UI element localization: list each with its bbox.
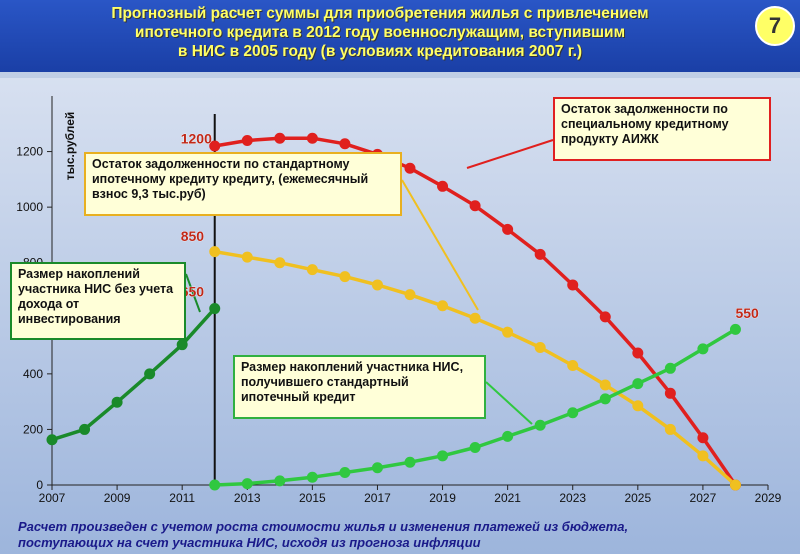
data-point-nis_credit — [274, 475, 286, 487]
annotation-savings-with-credit: Размер накоплений участника НИС, получив… — [233, 355, 486, 419]
data-point-standard — [437, 300, 449, 312]
data-point-standard — [697, 450, 709, 462]
x-tick-label: 2009 — [104, 491, 131, 505]
chart-axes: 2007 2009 2011 2013 2015 2017 2019 2021 2023 2025… — [16, 96, 782, 505]
data-point-aizhk — [664, 387, 676, 399]
data-point-nis_credit — [697, 343, 709, 355]
x-tick-label: 2013 — [234, 491, 261, 505]
x-tick-label: 2021 — [494, 491, 521, 505]
data-point-aizhk — [339, 138, 351, 150]
data-point-aizhk — [502, 223, 514, 235]
series-points — [46, 132, 741, 491]
data-point-nis_no_income — [209, 303, 221, 315]
connector-standard — [401, 179, 479, 311]
data-point-standard — [502, 326, 514, 338]
data-point-aizhk — [632, 347, 644, 359]
data-point-nis_credit — [502, 430, 514, 442]
data-point-aizhk — [306, 132, 318, 144]
data-point-nis_credit — [404, 456, 416, 468]
data-point-nis_no_income — [79, 423, 91, 435]
data-point-standard — [274, 257, 286, 269]
x-tick-label: 2011 — [169, 491, 195, 505]
x-tick-label: 2017 — [364, 491, 391, 505]
value-label: 1200 — [181, 131, 212, 147]
data-point-nis_credit — [729, 323, 741, 335]
data-point-standard — [404, 289, 416, 301]
data-point-nis_no_income — [144, 368, 156, 380]
data-point-nis_credit — [209, 479, 221, 491]
data-point-nis_no_income — [46, 434, 58, 446]
data-point-nis_credit — [371, 462, 383, 474]
data-point-standard — [599, 379, 611, 391]
data-point-aizhk — [437, 180, 449, 192]
data-point-aizhk — [469, 200, 481, 212]
y-tick-label: 1200 — [16, 145, 43, 159]
connector-savings-with-credit — [485, 381, 533, 425]
data-point-aizhk — [274, 132, 286, 144]
value-label: 850 — [181, 228, 205, 244]
data-point-nis_credit — [437, 450, 449, 462]
connector-aizhk — [466, 139, 554, 169]
data-point-aizhk — [697, 432, 709, 444]
data-point-nis_credit — [306, 471, 318, 483]
data-point-nis_credit — [241, 478, 253, 490]
data-point-standard — [664, 423, 676, 435]
y-tick-label: 1000 — [16, 200, 43, 214]
footnote: Расчет произведен с учетом роста стоимос… — [18, 519, 629, 550]
page-number-badge: 7 — [755, 6, 795, 46]
annotation-standard-debt: Остаток задолженности по стандартному ип… — [84, 152, 402, 216]
data-point-nis_credit — [534, 419, 546, 431]
data-point-standard — [371, 279, 383, 291]
x-tick-label: 2023 — [559, 491, 586, 505]
data-point-standard — [729, 479, 741, 491]
data-point-aizhk — [241, 134, 253, 146]
value-labels: 1200 850 650 550 — [180, 130, 759, 321]
header-bar: Прогнозный расчет суммы для приобретения… — [0, 0, 800, 72]
data-point-nis_credit — [469, 441, 481, 453]
y-tick-label: 400 — [23, 367, 43, 381]
x-tick-label: 2025 — [624, 491, 651, 505]
data-point-nis_credit — [567, 407, 579, 419]
data-point-nis_credit — [599, 393, 611, 405]
series-line-nis_no_income — [51, 307, 217, 442]
data-point-standard — [339, 271, 351, 283]
page-title: Прогнозный расчет суммы для приобретения… — [111, 5, 649, 60]
data-point-aizhk — [209, 140, 221, 152]
annotation-aizhk: Остаток задолженности по специальному кр… — [553, 97, 771, 161]
data-point-nis_no_income — [176, 339, 188, 351]
y-axis-label: тыс.рублей — [63, 112, 77, 181]
data-point-aizhk — [534, 248, 546, 260]
annotation-savings-no-income: Размер накоплений участника НИС без учет… — [10, 262, 186, 340]
y-tick-label: 0 — [36, 478, 43, 492]
x-tick-label: 2029 — [755, 491, 782, 505]
data-point-nis_credit — [664, 362, 676, 374]
data-point-aizhk — [567, 279, 579, 291]
x-tick-label: 2027 — [690, 491, 717, 505]
data-point-aizhk — [599, 311, 611, 323]
x-tick-label: 2019 — [429, 491, 456, 505]
data-point-standard — [241, 251, 253, 263]
data-point-standard — [469, 312, 481, 324]
data-point-standard — [567, 360, 579, 372]
value-label: 550 — [735, 305, 759, 321]
value-label: 650 — [181, 283, 205, 299]
data-point-nis_no_income — [111, 396, 123, 408]
data-point-aizhk — [404, 162, 416, 174]
data-point-nis_credit — [339, 466, 351, 478]
y-tick-label: 200 — [23, 422, 43, 436]
x-tick-label: 2007 — [39, 491, 66, 505]
data-point-standard — [306, 264, 318, 276]
data-point-standard — [534, 341, 546, 353]
connector-savings-no-income — [185, 273, 201, 313]
data-point-nis_credit — [632, 378, 644, 390]
data-point-standard — [209, 246, 221, 258]
data-point-standard — [632, 400, 644, 412]
x-tick-label: 2015 — [299, 491, 326, 505]
